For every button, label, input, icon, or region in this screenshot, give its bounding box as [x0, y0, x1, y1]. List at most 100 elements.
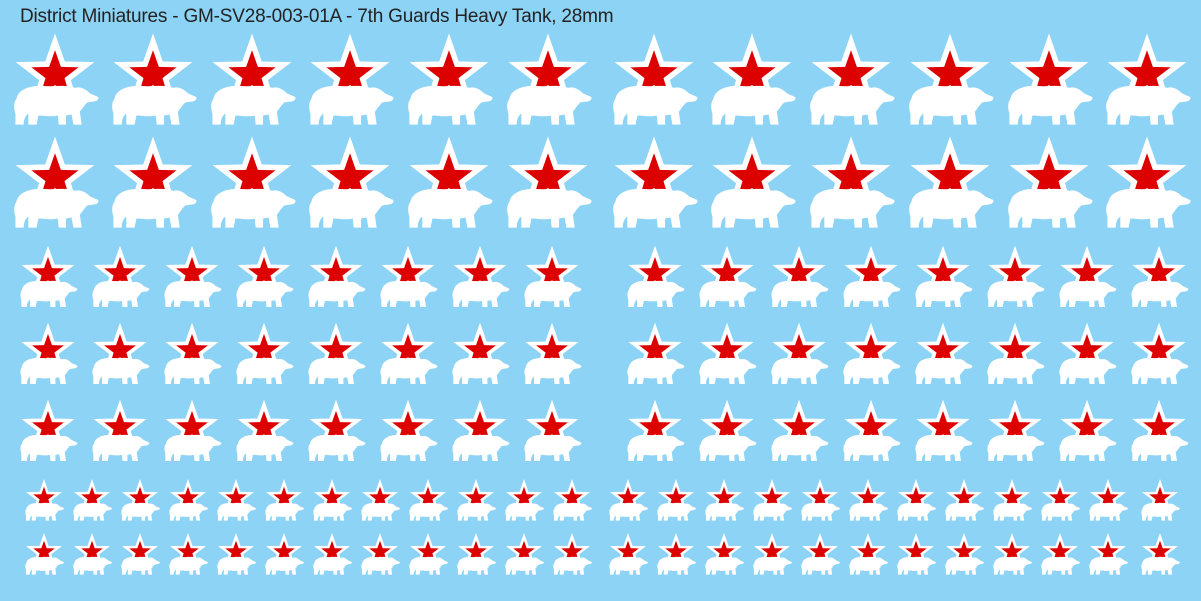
decal-small [263, 479, 305, 524]
emblem-icon [810, 33, 895, 125]
decal-small [551, 479, 593, 524]
emblem-icon [408, 33, 493, 125]
emblem-icon [993, 479, 1032, 521]
decal-medium [305, 399, 367, 466]
emblem-icon [987, 322, 1045, 385]
emblem-icon [409, 479, 448, 521]
emblem-icon [409, 533, 448, 575]
emblem-icon [627, 245, 685, 308]
emblem-icon [843, 322, 901, 385]
decal-small [751, 479, 793, 524]
emblem-icon [1008, 136, 1093, 228]
decal-medium [912, 322, 974, 389]
decal-small [455, 533, 497, 578]
decal-small [167, 479, 209, 524]
decal-medium [1056, 322, 1118, 389]
decal-small [503, 479, 545, 524]
emblem-icon [361, 533, 400, 575]
emblem-icon [657, 479, 696, 521]
emblem-icon [14, 33, 99, 125]
decal-large [9, 33, 101, 132]
decal-medium [768, 322, 830, 389]
emblem-icon [112, 33, 197, 125]
decal-large [706, 136, 798, 235]
decal-small [991, 479, 1033, 524]
decal-medium [233, 245, 295, 312]
decal-medium [696, 399, 758, 466]
emblem-icon [753, 479, 792, 521]
emblem-icon [20, 322, 78, 385]
decal-medium [1128, 245, 1190, 312]
decal-small [799, 533, 841, 578]
decal-small [847, 479, 889, 524]
decal-large [1003, 33, 1095, 132]
decal-small [703, 533, 745, 578]
decal-small [703, 479, 745, 524]
emblem-icon [915, 322, 973, 385]
emblem-icon [313, 479, 352, 521]
decal-large [805, 33, 897, 132]
decal-small [71, 479, 113, 524]
emblem-icon [699, 399, 757, 462]
decal-medium [984, 245, 1046, 312]
emblem-icon [211, 33, 296, 125]
emblem-icon [308, 399, 366, 462]
decal-small [455, 479, 497, 524]
emblem-icon [843, 245, 901, 308]
emblem-icon [711, 136, 796, 228]
decal-large [608, 136, 700, 235]
emblem-icon [1059, 245, 1117, 308]
decal-large [107, 33, 199, 132]
decal-small [311, 533, 353, 578]
emblem-icon [843, 399, 901, 462]
emblem-icon [265, 533, 304, 575]
decal-medium [449, 322, 511, 389]
decal-medium [912, 245, 974, 312]
emblem-icon [309, 136, 394, 228]
decal-medium [521, 245, 583, 312]
emblem-icon [452, 399, 510, 462]
emblem-icon [308, 322, 366, 385]
decal-medium [1128, 322, 1190, 389]
emblem-icon [627, 322, 685, 385]
decal-medium [984, 399, 1046, 466]
decal-large [304, 136, 396, 235]
emblem-icon [452, 245, 510, 308]
decal-small [1087, 533, 1129, 578]
decal-medium [89, 322, 151, 389]
decal-medium [161, 322, 223, 389]
decal-small [943, 533, 985, 578]
emblem-icon [945, 533, 984, 575]
decal-medium [984, 322, 1046, 389]
decal-medium [233, 322, 295, 389]
decal-large [805, 136, 897, 235]
decal-large [904, 136, 996, 235]
emblem-icon [609, 533, 648, 575]
decal-small [551, 533, 593, 578]
decal-large [1003, 136, 1095, 235]
decal-medium [17, 399, 79, 466]
decal-large [1101, 136, 1193, 235]
emblem-icon [313, 533, 352, 575]
emblem-icon [1059, 322, 1117, 385]
decal-medium [840, 399, 902, 466]
decal-small [991, 533, 1033, 578]
decal-medium [377, 399, 439, 466]
emblem-icon [1131, 399, 1189, 462]
emblem-icon [217, 479, 256, 521]
emblem-icon [524, 399, 582, 462]
decal-large [706, 33, 798, 132]
emblem-icon [309, 33, 394, 125]
decal-small [119, 533, 161, 578]
decal-medium [521, 399, 583, 466]
decal-medium [912, 399, 974, 466]
decal-medium [449, 245, 511, 312]
sheet-title: District Miniatures - GM-SV28-003-01A - … [20, 6, 614, 27]
emblem-icon [408, 136, 493, 228]
decal-medium [305, 322, 367, 389]
emblem-icon [553, 479, 592, 521]
decal-medium [377, 245, 439, 312]
emblem-icon [771, 322, 829, 385]
emblem-icon [711, 33, 796, 125]
decal-medium [233, 399, 295, 466]
